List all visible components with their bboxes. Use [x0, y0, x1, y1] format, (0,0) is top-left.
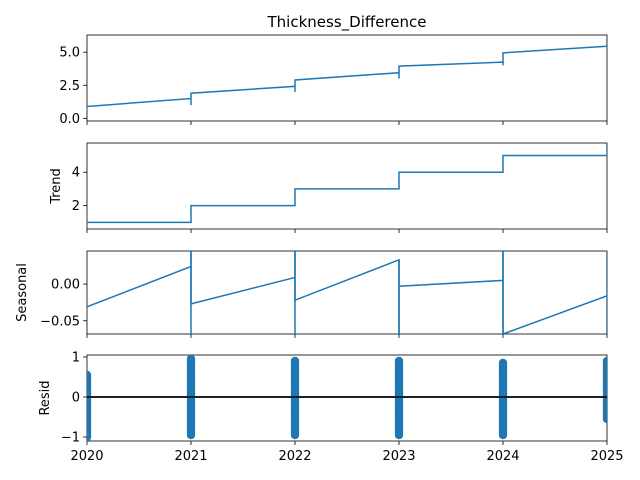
y-tick-label: 4 [72, 166, 80, 181]
x-tick-label: 2022 [278, 449, 311, 464]
y-tick-label: −1 [61, 431, 80, 446]
panel-observed: Thickness_Difference 0.0 2.5 5.0 [59, 13, 608, 127]
series-line [87, 251, 607, 334]
y-tick-label: 2 [72, 199, 80, 214]
y-tick-label: 0 [72, 391, 80, 406]
resid-point [290, 356, 300, 366]
axes-frame [86, 250, 608, 335]
axes-frame [86, 34, 608, 122]
y-axis-label: Seasonal [15, 263, 30, 322]
panel-seasonal: 0.00 −0.05 Seasonal [15, 250, 608, 338]
resid-point [87, 370, 92, 380]
y-tick-label: 0.00 [51, 278, 80, 293]
y-tick-label: 2.5 [59, 79, 80, 94]
y-axis-label: Trend [49, 168, 64, 205]
resid-point [498, 358, 508, 368]
x-tick-label: 2024 [486, 449, 519, 464]
x-tick-label: 2020 [70, 449, 103, 464]
series-line [87, 38, 607, 108]
y-tick-label: 5.0 [59, 46, 80, 61]
y-axis-label: Resid [38, 380, 53, 415]
resid-point [186, 355, 196, 364]
resid-point [394, 356, 404, 366]
x-tick-label: 2023 [382, 449, 415, 464]
series-line [87, 143, 607, 224]
axes-frame [86, 354, 608, 442]
panel-trend: 2 4 Trend [49, 142, 608, 233]
x-tick-label: 2021 [174, 449, 207, 464]
panel-resid: 1 0 −1 Resid 2020 2021 2022 2023 2024 2025 [38, 351, 624, 465]
y-tick-label: −0.05 [40, 314, 80, 329]
y-tick-label: 1 [72, 351, 80, 366]
y-tick-label: 0.0 [59, 112, 80, 127]
chart-title: Thickness_Difference [267, 13, 427, 32]
resid-point [602, 356, 607, 366]
x-tick-label: 2025 [590, 449, 623, 464]
axes-frame [86, 142, 608, 230]
